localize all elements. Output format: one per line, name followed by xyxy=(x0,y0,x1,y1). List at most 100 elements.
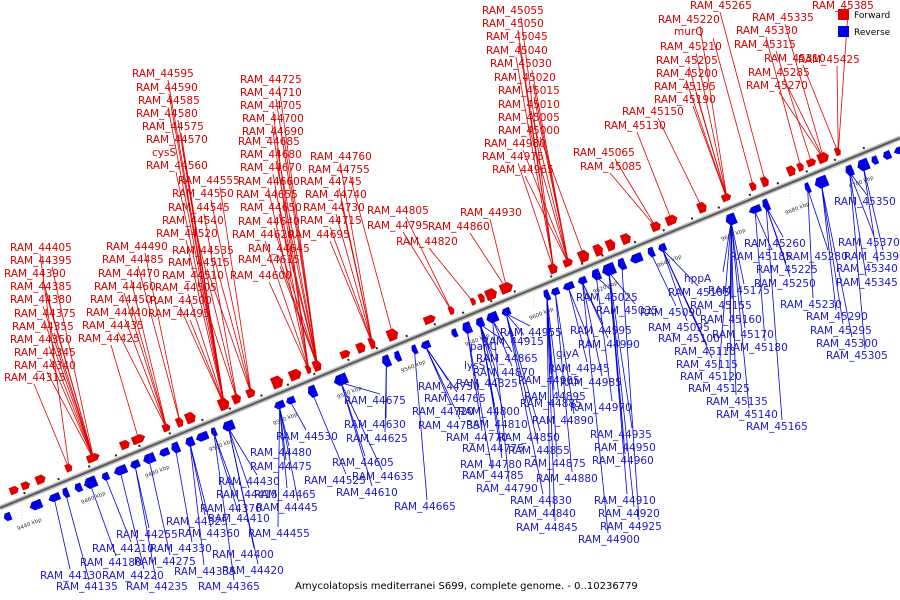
reverse-leader-line xyxy=(228,428,250,489)
reverse-gene-label: RAM_44825 xyxy=(456,378,518,390)
forward-gene-label: RAM_44595 xyxy=(132,68,194,80)
reverse-leader-line xyxy=(718,221,732,371)
reverse-gene-label: RAM_45250 xyxy=(754,278,816,290)
reverse-gene-label: RAM_44810 xyxy=(466,419,528,431)
forward-leader-line xyxy=(42,279,95,461)
reverse-gene-label: RAM_44900 xyxy=(578,534,640,546)
forward-gene-label: RAM_44545 xyxy=(168,202,230,214)
forward-gene-label: RAM_45010 xyxy=(498,99,560,111)
forward-gene-arrow xyxy=(355,342,366,354)
reverse-gene-label: RAM_44365 xyxy=(198,581,260,593)
forward-leader-line xyxy=(778,91,825,160)
reverse-leader-line xyxy=(134,466,157,581)
forward-gene-label: RAM_45315 xyxy=(734,39,796,51)
reverse-leader-line xyxy=(213,433,240,503)
reverse-gene-label: RAM_44480 xyxy=(250,447,312,459)
forward-gene-label: RAM_44345 xyxy=(14,347,76,359)
kbp-tick-label: 9460 kbp xyxy=(80,491,107,507)
forward-leader-line xyxy=(531,69,570,265)
reverse-leader-line xyxy=(228,428,258,476)
reverse-leader-line xyxy=(608,272,636,305)
feature-marker xyxy=(168,431,172,435)
forward-gene-arrow xyxy=(34,474,46,486)
reverse-gene-arrow xyxy=(562,280,575,291)
reverse-gene-label: RAM_44750 xyxy=(418,381,480,393)
reverse-gene-arrow xyxy=(48,491,62,503)
reverse-gene-arrow xyxy=(814,174,830,189)
forward-gene-label: RAM_44650 xyxy=(240,202,302,214)
reverse-leader-line xyxy=(340,382,383,471)
feature-marker xyxy=(87,465,91,468)
forward-gene-arrow xyxy=(245,388,256,399)
forward-gene-label: RAM_45210 xyxy=(660,41,722,53)
forward-gene-label: RAM_44620 xyxy=(232,229,294,241)
reverse-gene-arrow xyxy=(543,289,552,301)
forward-gene-label: RAM_44730 xyxy=(303,202,365,214)
reverse-gene-label: RAM_45105 xyxy=(668,287,730,299)
reverse-leader-line xyxy=(54,499,71,570)
reverse-gene-arrow xyxy=(476,316,486,328)
forward-gene-label: RAM_44655 xyxy=(236,189,298,201)
reverse-gene-label: RAM_44220 xyxy=(102,570,164,582)
forward-leader-line xyxy=(203,213,238,401)
reverse-gene-label: RAM_44275 xyxy=(134,556,196,568)
reverse-gene-label: RAM_44770 xyxy=(446,432,508,444)
forward-leader-line xyxy=(272,173,310,371)
reverse-gene-label: RAM_45025 xyxy=(576,292,638,304)
reverse-leader-line xyxy=(479,323,504,341)
reverse-gene-arrow xyxy=(804,182,812,194)
forward-leader-line xyxy=(39,253,70,470)
forward-leader-line xyxy=(339,162,373,345)
reverse-gene-label: RAM_44720 xyxy=(412,406,474,418)
forward-gene-label: RAM_44710 xyxy=(240,87,302,99)
forward-leader-line xyxy=(428,247,474,303)
feature-marker xyxy=(580,262,584,266)
forward-gene-label: RAM_44490 xyxy=(106,241,168,253)
forward-gene-label: RAM_45020 xyxy=(494,72,556,84)
forward-gene-label: RAM_44575 xyxy=(142,121,204,133)
forward-leader-line xyxy=(167,79,225,407)
forward-gene-label: RAM_44680 xyxy=(240,149,302,161)
forward-gene-label: RAM_44505 xyxy=(155,282,217,294)
forward-leader-line xyxy=(699,25,728,200)
kbp-tick-label: 9560 kbp xyxy=(400,359,427,375)
forward-gene-label: RAM_45085 xyxy=(580,161,642,173)
feature-marker xyxy=(601,254,604,257)
reverse-leader-line xyxy=(608,272,633,429)
reverse-gene-label: RAM_44465 xyxy=(254,489,316,501)
forward-gene-label: RAM_44440 xyxy=(86,307,148,319)
reverse-gene-arrow xyxy=(762,198,772,212)
reverse-leader-line xyxy=(228,428,259,565)
forward-leader-line xyxy=(695,52,728,200)
reverse-gene-label: RAM_44865 xyxy=(476,353,538,365)
kbp-tick-label: 9480 kbp xyxy=(144,464,171,480)
forward-gene-label: RAM_44695 xyxy=(288,229,350,241)
reverse-leader-line xyxy=(279,407,287,461)
forward-gene-arrow xyxy=(547,263,558,275)
reverse-gene-label: RAM_45090 xyxy=(640,307,702,319)
reverse-gene-label: RAM_44850 xyxy=(498,432,560,444)
reverse-leader-line xyxy=(414,350,428,501)
forward-gene-label: RAM_44385 xyxy=(10,281,72,293)
reverse-gene-label: RAM_44130 xyxy=(40,570,102,582)
reverse-gene-label: RAM_44415 xyxy=(216,489,278,501)
reverse-leader-line xyxy=(582,282,603,377)
forward-gene-label: RAM_45205 xyxy=(656,55,718,67)
feature-marker xyxy=(662,228,666,232)
reverse-leader-line xyxy=(821,184,853,338)
reverse-leader-line xyxy=(849,172,867,277)
reverse-gene-arrow xyxy=(394,350,403,362)
reverse-leader-line xyxy=(662,249,713,359)
forward-leader-line xyxy=(329,240,373,345)
reverse-gene-arrow xyxy=(159,447,171,457)
kbp-tick-label: 9440 kbp xyxy=(16,517,43,533)
reverse-gene-arrow xyxy=(486,310,500,324)
forward-leader-line xyxy=(33,383,70,470)
reverse-leader-line xyxy=(754,212,766,342)
reverse-leader-line xyxy=(279,407,290,447)
reverse-leader-line xyxy=(189,443,206,516)
forward-gene-arrow xyxy=(20,481,30,491)
reverse-leader-line xyxy=(568,288,588,363)
forward-gene-label: RAM_45150 xyxy=(622,106,684,118)
reverse-leader-line xyxy=(479,324,495,406)
